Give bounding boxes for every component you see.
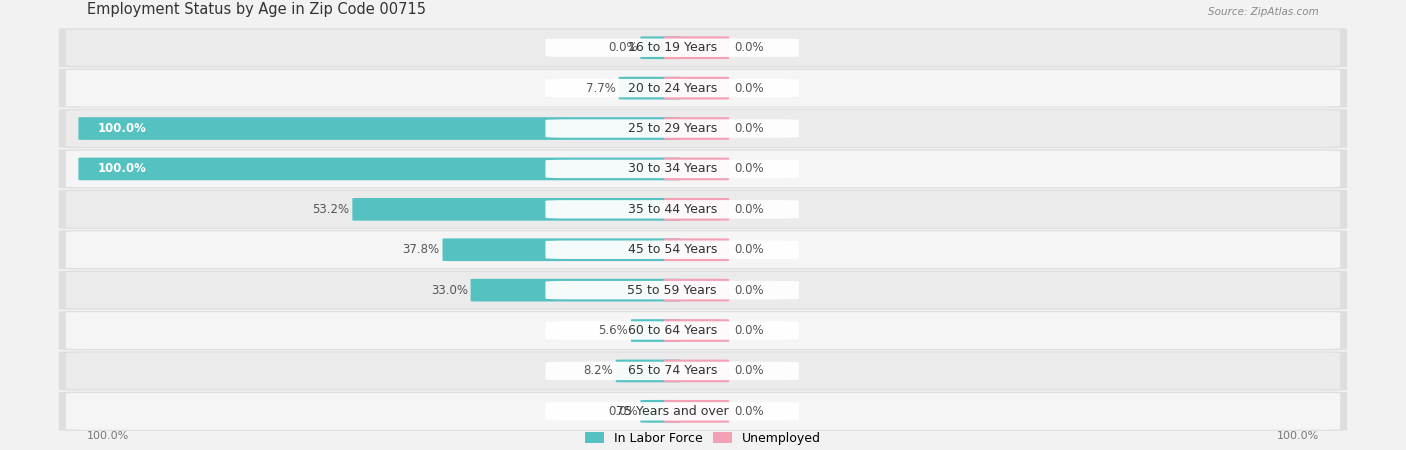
Text: 0.0%: 0.0% [607, 41, 637, 54]
Text: Source: ZipAtlas.com: Source: ZipAtlas.com [1208, 7, 1319, 18]
FancyBboxPatch shape [546, 160, 799, 178]
FancyBboxPatch shape [59, 109, 1347, 148]
FancyBboxPatch shape [66, 110, 1340, 147]
FancyBboxPatch shape [664, 36, 730, 59]
Text: 0.0%: 0.0% [735, 122, 765, 135]
Text: 37.8%: 37.8% [402, 243, 440, 256]
FancyBboxPatch shape [59, 311, 1347, 350]
Text: 75 Years and over: 75 Years and over [616, 405, 728, 418]
FancyBboxPatch shape [59, 230, 1347, 269]
Text: 0.0%: 0.0% [735, 324, 765, 337]
FancyBboxPatch shape [59, 149, 1347, 189]
Text: 7.7%: 7.7% [586, 81, 616, 94]
Text: 30 to 34 Years: 30 to 34 Years [627, 162, 717, 176]
FancyBboxPatch shape [66, 393, 1340, 430]
Text: 100.0%: 100.0% [87, 432, 129, 441]
FancyBboxPatch shape [79, 117, 681, 140]
Legend: In Labor Force, Unemployed: In Labor Force, Unemployed [581, 427, 825, 450]
FancyBboxPatch shape [59, 351, 1347, 391]
Text: 0.0%: 0.0% [735, 364, 765, 378]
FancyBboxPatch shape [59, 270, 1347, 310]
FancyBboxPatch shape [66, 70, 1340, 107]
FancyBboxPatch shape [664, 117, 730, 140]
FancyBboxPatch shape [664, 158, 730, 180]
Text: 60 to 64 Years: 60 to 64 Years [627, 324, 717, 337]
Text: 45 to 54 Years: 45 to 54 Years [627, 243, 717, 256]
FancyBboxPatch shape [664, 77, 730, 99]
FancyBboxPatch shape [471, 279, 681, 302]
Text: 53.2%: 53.2% [312, 203, 350, 216]
FancyBboxPatch shape [546, 321, 799, 340]
FancyBboxPatch shape [546, 79, 799, 97]
FancyBboxPatch shape [443, 238, 681, 261]
FancyBboxPatch shape [640, 400, 681, 423]
FancyBboxPatch shape [664, 238, 730, 261]
FancyBboxPatch shape [59, 28, 1347, 68]
FancyBboxPatch shape [664, 279, 730, 302]
Text: 20 to 24 Years: 20 to 24 Years [627, 81, 717, 94]
FancyBboxPatch shape [66, 272, 1340, 309]
FancyBboxPatch shape [66, 231, 1340, 268]
Text: 0.0%: 0.0% [735, 284, 765, 297]
Text: 0.0%: 0.0% [735, 405, 765, 418]
Text: 16 to 19 Years: 16 to 19 Years [627, 41, 717, 54]
Text: 0.0%: 0.0% [735, 203, 765, 216]
Text: 0.0%: 0.0% [607, 405, 637, 418]
FancyBboxPatch shape [66, 312, 1340, 349]
Text: 5.6%: 5.6% [599, 324, 628, 337]
Text: 100.0%: 100.0% [98, 162, 146, 176]
Text: 65 to 74 Years: 65 to 74 Years [627, 364, 717, 378]
FancyBboxPatch shape [546, 402, 799, 421]
FancyBboxPatch shape [79, 158, 681, 180]
FancyBboxPatch shape [640, 36, 681, 59]
FancyBboxPatch shape [59, 190, 1347, 229]
FancyBboxPatch shape [631, 319, 681, 342]
FancyBboxPatch shape [353, 198, 681, 220]
FancyBboxPatch shape [546, 281, 799, 299]
Text: Employment Status by Age in Zip Code 00715: Employment Status by Age in Zip Code 007… [87, 2, 426, 18]
FancyBboxPatch shape [66, 191, 1340, 228]
FancyBboxPatch shape [664, 319, 730, 342]
Text: 55 to 59 Years: 55 to 59 Years [627, 284, 717, 297]
Text: 0.0%: 0.0% [735, 162, 765, 176]
Text: 100.0%: 100.0% [1277, 432, 1319, 441]
FancyBboxPatch shape [66, 151, 1340, 187]
Text: 33.0%: 33.0% [430, 284, 468, 297]
FancyBboxPatch shape [546, 362, 799, 380]
Text: 100.0%: 100.0% [98, 122, 146, 135]
FancyBboxPatch shape [546, 119, 799, 138]
FancyBboxPatch shape [664, 400, 730, 423]
FancyBboxPatch shape [664, 360, 730, 382]
Text: 0.0%: 0.0% [735, 243, 765, 256]
Text: 8.2%: 8.2% [583, 364, 613, 378]
Text: 25 to 29 Years: 25 to 29 Years [627, 122, 717, 135]
FancyBboxPatch shape [619, 77, 681, 99]
FancyBboxPatch shape [59, 392, 1347, 431]
FancyBboxPatch shape [59, 68, 1347, 108]
Text: 0.0%: 0.0% [735, 81, 765, 94]
FancyBboxPatch shape [664, 198, 730, 220]
FancyBboxPatch shape [66, 352, 1340, 389]
FancyBboxPatch shape [66, 29, 1340, 66]
FancyBboxPatch shape [546, 39, 799, 57]
FancyBboxPatch shape [546, 240, 799, 259]
Text: 0.0%: 0.0% [735, 41, 765, 54]
Text: 35 to 44 Years: 35 to 44 Years [627, 203, 717, 216]
FancyBboxPatch shape [616, 360, 681, 382]
FancyBboxPatch shape [546, 200, 799, 219]
